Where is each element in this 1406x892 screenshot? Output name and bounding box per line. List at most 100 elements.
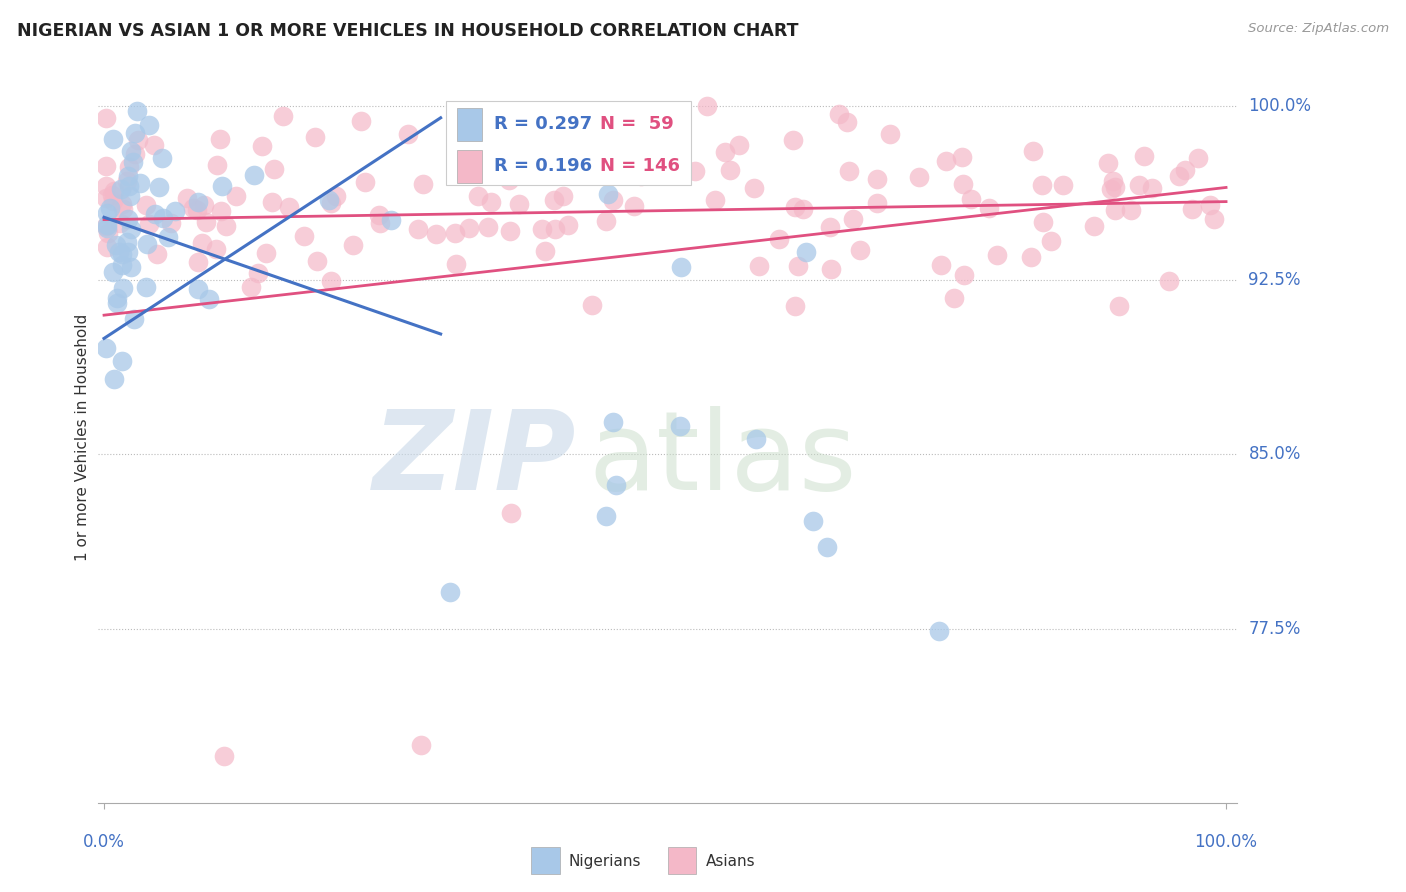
Text: 100.0%: 100.0% — [1195, 833, 1257, 851]
Point — [191, 236, 214, 251]
Point — [467, 188, 489, 202]
Point — [479, 194, 502, 209]
Point — [105, 238, 128, 252]
Point — [595, 508, 617, 523]
Point — [704, 193, 727, 207]
Point — [411, 738, 433, 752]
Point — [118, 161, 141, 175]
Point — [111, 247, 134, 261]
Point — [986, 247, 1008, 261]
Point — [457, 220, 479, 235]
Point — [786, 259, 808, 273]
Point — [368, 208, 391, 222]
Point — [195, 214, 218, 228]
Point — [212, 749, 235, 764]
Point — [527, 124, 550, 138]
Point — [211, 178, 233, 193]
Point — [247, 266, 270, 280]
Point — [318, 193, 340, 207]
Point — [443, 226, 465, 240]
Text: 100.0%: 100.0% — [1249, 97, 1312, 115]
Point — [1052, 178, 1074, 192]
Point — [1099, 182, 1122, 196]
Point — [553, 189, 575, 203]
Point — [260, 195, 283, 210]
Point — [117, 169, 139, 183]
Text: 92.5%: 92.5% — [1249, 271, 1301, 289]
Point — [1022, 145, 1045, 159]
Point — [187, 194, 209, 209]
Point — [319, 274, 342, 288]
Point — [768, 232, 790, 246]
Point — [115, 235, 138, 250]
Point — [325, 188, 347, 202]
Point — [557, 219, 579, 233]
Point — [243, 169, 266, 183]
Point — [205, 158, 228, 172]
Point — [138, 118, 160, 132]
Point — [718, 162, 741, 177]
Point — [952, 177, 974, 191]
Point — [135, 279, 157, 293]
Point — [849, 244, 872, 258]
Point — [208, 132, 231, 146]
Point — [205, 242, 228, 256]
Text: 0.0%: 0.0% — [83, 833, 125, 851]
Point — [792, 202, 814, 217]
Point — [727, 137, 749, 152]
Point — [96, 112, 118, 126]
Text: Asians: Asians — [706, 854, 755, 869]
Point — [960, 192, 983, 206]
Point — [105, 291, 128, 305]
Point — [444, 257, 467, 271]
Point — [1032, 215, 1054, 229]
Point — [225, 189, 247, 203]
Point — [794, 245, 817, 260]
Point — [598, 162, 620, 177]
Point — [96, 191, 118, 205]
Point — [129, 176, 152, 190]
Point — [146, 246, 169, 260]
Point — [641, 149, 664, 163]
Point — [1167, 169, 1189, 184]
Point — [979, 202, 1001, 216]
Point — [1019, 250, 1042, 264]
Point — [929, 258, 952, 272]
Point — [342, 238, 364, 252]
Point — [486, 134, 509, 148]
Point — [115, 174, 138, 188]
Point — [96, 219, 118, 234]
Point — [1119, 202, 1142, 217]
Point — [111, 354, 134, 368]
Point — [596, 187, 619, 202]
Point — [602, 416, 624, 430]
Point — [498, 224, 520, 238]
Text: 85.0%: 85.0% — [1249, 445, 1301, 464]
Point — [120, 144, 142, 158]
Point — [827, 106, 849, 120]
Point — [124, 312, 146, 326]
Point — [1039, 234, 1062, 248]
Point — [543, 193, 565, 207]
Point — [1142, 181, 1164, 195]
Point — [96, 218, 118, 232]
Point — [406, 222, 429, 236]
Point — [187, 254, 209, 268]
Point — [304, 129, 326, 144]
Point — [97, 227, 120, 241]
Point — [273, 109, 295, 123]
Point — [671, 260, 693, 275]
Point — [101, 132, 124, 146]
Text: N =  59: N = 59 — [599, 115, 673, 133]
Point — [305, 254, 328, 268]
Text: 77.5%: 77.5% — [1249, 620, 1301, 638]
Point — [111, 258, 134, 272]
Point — [530, 222, 553, 236]
Point — [785, 200, 807, 214]
Point — [544, 222, 567, 236]
Point — [96, 341, 118, 355]
Point — [186, 202, 208, 217]
Point — [908, 170, 931, 185]
Point — [1181, 202, 1204, 216]
Point — [835, 115, 858, 129]
